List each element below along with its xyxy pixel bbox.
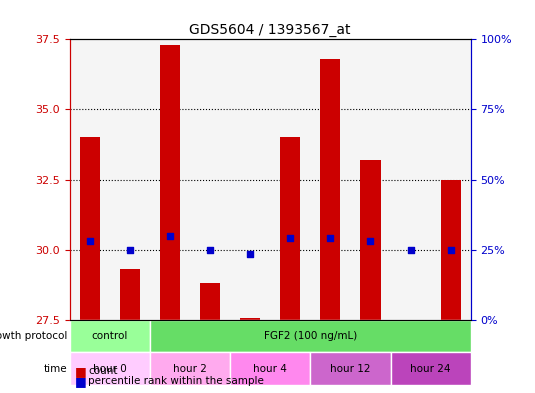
Point [205,246,214,253]
Text: ■: ■ [75,365,87,378]
FancyBboxPatch shape [150,320,471,353]
FancyBboxPatch shape [230,353,310,385]
Point [446,246,455,253]
Point [86,238,94,244]
Bar [240,318,260,320]
Text: growth protocol: growth protocol [0,331,67,341]
Text: hour 0: hour 0 [93,364,127,374]
Point [246,251,255,257]
Point [166,232,174,239]
Bar [80,138,100,320]
Text: percentile rank within the sample: percentile rank within the sample [88,376,264,386]
FancyBboxPatch shape [150,353,230,385]
Bar [361,160,380,320]
FancyBboxPatch shape [70,353,150,385]
FancyBboxPatch shape [391,353,471,385]
Text: hour 12: hour 12 [330,364,371,374]
Point [125,246,134,253]
Point [366,238,374,244]
FancyBboxPatch shape [70,320,150,353]
Point [286,235,295,242]
Bar [280,138,300,320]
Text: ■: ■ [75,375,87,388]
Text: time: time [44,364,67,374]
Text: hour 24: hour 24 [410,364,451,374]
Text: hour 2: hour 2 [173,364,207,374]
Bar [200,283,220,320]
Text: FGF2 (100 ng/mL): FGF2 (100 ng/mL) [264,331,357,341]
Bar [120,269,140,320]
Point [407,246,415,253]
FancyBboxPatch shape [310,353,391,385]
Text: control: control [91,331,128,341]
Bar [441,180,461,320]
Text: hour 4: hour 4 [253,364,287,374]
Point [326,235,335,242]
Text: count: count [88,366,118,376]
Bar [160,45,180,320]
Bar [320,59,340,320]
Title: GDS5604 / 1393567_at: GDS5604 / 1393567_at [189,23,351,37]
